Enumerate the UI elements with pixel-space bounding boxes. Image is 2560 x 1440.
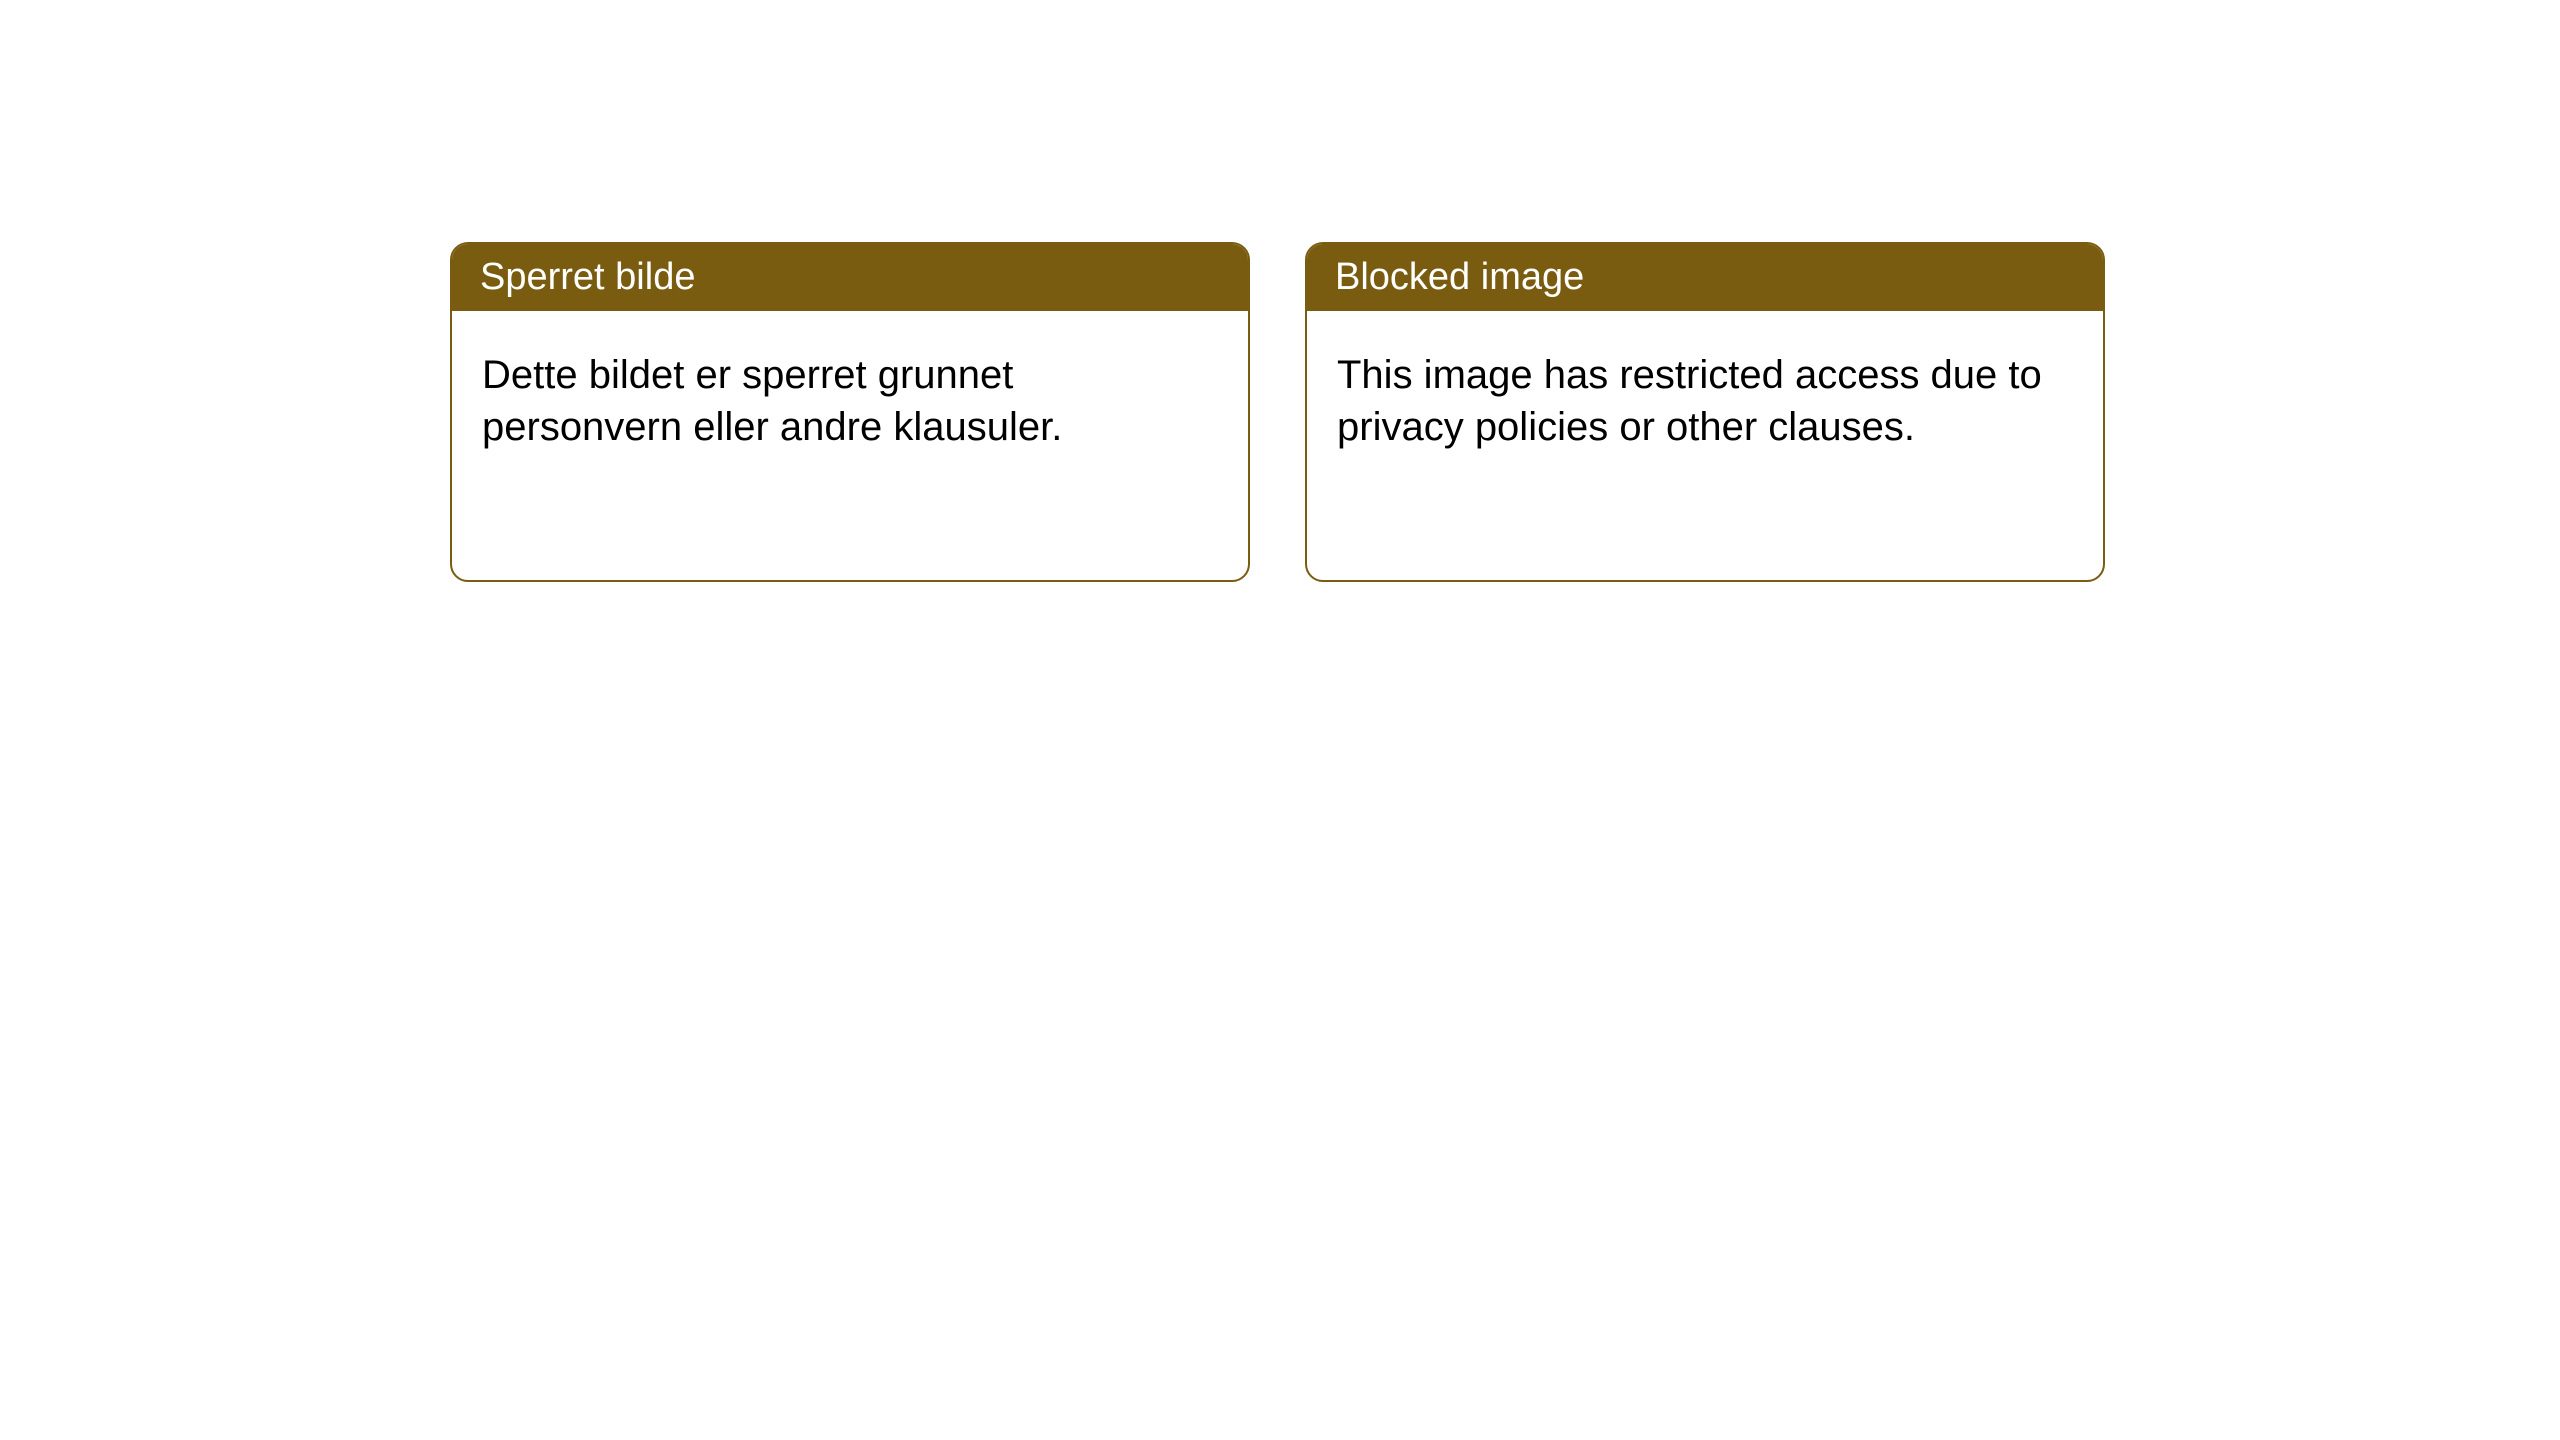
card-body-text: This image has restricted access due to … — [1337, 353, 2042, 449]
card-header: Blocked image — [1307, 244, 2103, 311]
notice-cards-container: Sperret bilde Dette bildet er sperret gr… — [450, 242, 2105, 582]
card-body: This image has restricted access due to … — [1307, 311, 2103, 483]
notice-card-english: Blocked image This image has restricted … — [1305, 242, 2105, 582]
card-body: Dette bildet er sperret grunnet personve… — [452, 311, 1248, 483]
card-title: Sperret bilde — [480, 256, 695, 298]
notice-card-norwegian: Sperret bilde Dette bildet er sperret gr… — [450, 242, 1250, 582]
card-header: Sperret bilde — [452, 244, 1248, 311]
card-title: Blocked image — [1335, 256, 1584, 298]
card-body-text: Dette bildet er sperret grunnet personve… — [482, 353, 1062, 449]
